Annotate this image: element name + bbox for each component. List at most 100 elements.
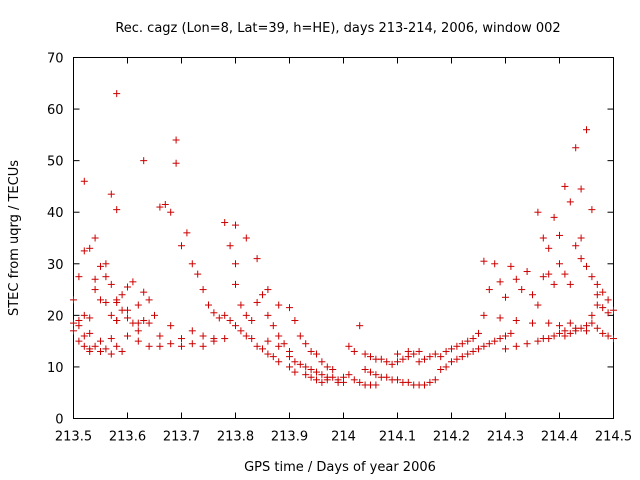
data-point	[599, 288, 607, 296]
data-point	[383, 373, 391, 381]
data-point	[448, 345, 455, 353]
data-point	[491, 337, 499, 345]
data-point	[534, 337, 542, 345]
data-point	[502, 345, 509, 353]
data-point	[496, 335, 504, 343]
data-point	[167, 208, 175, 216]
data-point	[286, 363, 293, 371]
x-tick-label: 213.5	[55, 430, 92, 445]
data-point	[232, 260, 239, 268]
data-point	[593, 291, 601, 299]
data-point	[556, 260, 563, 268]
data-point	[356, 322, 364, 330]
data-point	[199, 286, 207, 294]
data-point	[102, 298, 110, 306]
data-point	[550, 332, 558, 340]
data-point	[480, 257, 488, 265]
data-point	[566, 280, 574, 288]
data-point	[80, 332, 88, 340]
data-point	[599, 304, 607, 312]
data-point	[140, 157, 148, 165]
data-point	[145, 342, 153, 350]
data-point	[556, 329, 563, 337]
data-point	[221, 219, 229, 227]
data-point	[232, 322, 239, 330]
data-point	[610, 306, 617, 314]
data-point	[107, 335, 115, 343]
data-point	[172, 136, 180, 144]
x-tick-label: 214.5	[595, 430, 632, 445]
data-point	[70, 296, 77, 304]
data-point	[604, 332, 612, 340]
data-point	[361, 366, 369, 374]
data-point	[307, 373, 315, 381]
data-point	[313, 350, 320, 358]
data-point	[145, 296, 153, 304]
data-point	[529, 291, 536, 299]
data-point	[545, 319, 553, 327]
y-axis-label: STEC from uqrg / TECUs	[7, 160, 22, 316]
data-point	[286, 353, 293, 361]
data-point	[178, 342, 185, 350]
data-point	[318, 378, 326, 386]
data-point	[453, 342, 461, 350]
data-point	[302, 371, 310, 379]
data-point	[394, 358, 401, 366]
data-point	[556, 322, 563, 330]
data-point	[394, 376, 401, 384]
data-point	[237, 301, 245, 309]
data-point	[291, 368, 299, 376]
data-point	[572, 144, 580, 152]
data-point	[313, 376, 320, 384]
data-point	[188, 260, 196, 268]
y-tick-label: 20	[47, 309, 64, 324]
data-point	[577, 234, 585, 242]
data-point	[588, 311, 596, 319]
data-point	[329, 373, 337, 381]
y-ticks: 0 10 20 30 40 50 60 70	[47, 52, 614, 428]
data-point	[539, 234, 547, 242]
data-point	[577, 255, 585, 263]
data-point	[269, 353, 277, 361]
data-point	[264, 286, 272, 294]
data-point	[221, 311, 229, 319]
data-point	[140, 288, 148, 296]
data-point	[577, 185, 585, 193]
data-point	[372, 371, 380, 379]
data-point	[161, 200, 169, 208]
data-point	[453, 355, 461, 363]
plot-frame	[73, 57, 614, 419]
data-point	[421, 355, 428, 363]
data-point	[539, 273, 547, 281]
data-point	[264, 350, 272, 358]
data-point	[394, 350, 401, 358]
data-point	[545, 244, 553, 252]
data-point	[593, 324, 601, 332]
data-point	[80, 247, 88, 255]
data-point	[507, 262, 515, 270]
data-point	[404, 378, 412, 386]
data-point	[134, 327, 142, 335]
data-point	[70, 327, 77, 335]
data-point	[485, 286, 493, 294]
data-point	[215, 314, 223, 322]
data-point	[480, 342, 488, 350]
x-tick-label: 213.7	[163, 430, 200, 445]
data-point	[107, 311, 115, 319]
data-point	[356, 378, 364, 386]
data-point	[367, 353, 374, 361]
data-point	[437, 353, 445, 361]
data-point	[269, 322, 277, 330]
data-point	[469, 335, 477, 343]
data-point	[86, 314, 94, 322]
data-point	[107, 280, 115, 288]
data-point	[75, 273, 83, 281]
data-point	[388, 360, 396, 368]
data-point	[107, 190, 115, 198]
data-point	[534, 208, 542, 216]
data-point	[302, 340, 310, 348]
data-point	[172, 159, 180, 167]
data-point	[442, 363, 450, 371]
y-tick-label: 70	[47, 52, 64, 67]
